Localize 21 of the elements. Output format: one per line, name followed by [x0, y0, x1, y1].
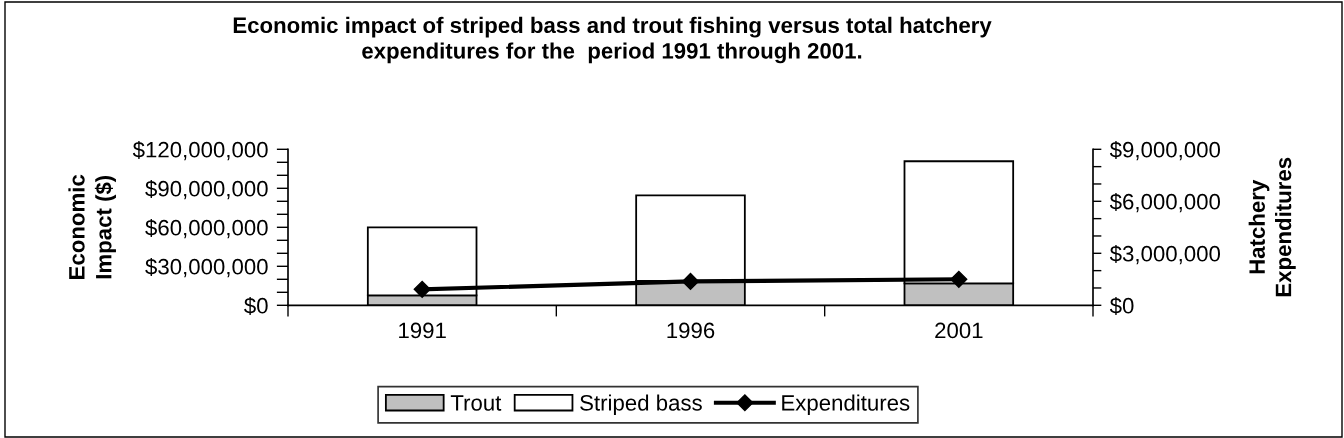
- x-tick-label: 1991: [399, 322, 446, 339]
- y2-tick-label: $3,000,000: [1109, 244, 1221, 265]
- x-tick-label: 1996: [667, 322, 715, 339]
- x-tick-label: 2001: [935, 322, 983, 339]
- legend-label: Striped bass: [580, 394, 702, 416]
- y-tick-label: $60,000,000: [145, 218, 268, 239]
- point: [681, 272, 700, 290]
- y2-axis-title: Hatchery Expenditures: [1248, 157, 1296, 297]
- legend-label: Expenditures: [782, 394, 910, 416]
- y2-tick-label: $0: [1109, 296, 1134, 315]
- y2-tick-label: $6,000,000: [1109, 192, 1221, 213]
- chart-title: Economic impact of striped bass and trout fishing versus total hatchery expenditures for the period 1991 through 2001.: [233, 16, 992, 64]
- point: [950, 270, 968, 288]
- y-tick-label: $120,000,000: [132, 140, 268, 161]
- y2-tick-label: $9,000,000: [1109, 140, 1221, 161]
- y-tick-label: $0: [244, 296, 268, 315]
- y-tick-label: $90,000,000: [145, 179, 268, 200]
- point: [413, 280, 431, 298]
- y-axis-title: Economic Impact ($): [68, 174, 116, 279]
- legend-label: Trout: [450, 395, 502, 411]
- y-tick-label: $30,000,000: [145, 257, 268, 278]
